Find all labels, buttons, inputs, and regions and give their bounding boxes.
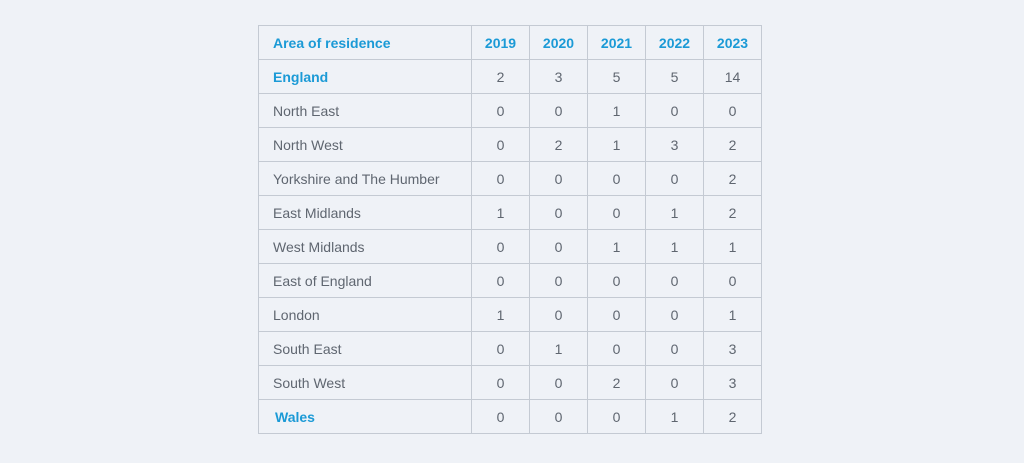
row-value-cell: 0 <box>587 399 646 434</box>
row-value-cell: 2 <box>703 399 762 434</box>
table-row: East Midlands 1 0 0 1 2 <box>258 195 762 230</box>
row-value-cell: 0 <box>703 93 762 128</box>
header-year-2021: 2021 <box>587 25 646 60</box>
row-area-label: London <box>258 297 472 332</box>
row-value-cell: 1 <box>645 195 704 230</box>
row-value-cell: 0 <box>529 229 588 264</box>
row-area-label: South East <box>258 331 472 366</box>
table-row: North East 0 0 1 0 0 <box>258 93 762 128</box>
row-value-cell: 0 <box>587 331 646 366</box>
row-value-cell: 0 <box>529 195 588 230</box>
row-value-cell: 0 <box>529 365 588 400</box>
row-value-cell: 0 <box>587 195 646 230</box>
row-value-cell: 0 <box>645 331 704 366</box>
table-row: South East 0 1 0 0 3 <box>258 331 762 366</box>
row-value-cell: 2 <box>703 195 762 230</box>
row-value-cell: 5 <box>587 59 646 94</box>
row-value-cell: 0 <box>471 263 530 298</box>
table-row: East of England 0 0 0 0 0 <box>258 263 762 298</box>
row-area-label: North West <box>258 127 472 162</box>
row-value-cell: 0 <box>645 93 704 128</box>
row-value-cell: 0 <box>529 93 588 128</box>
header-area: Area of residence <box>258 25 472 60</box>
table-row: Yorkshire and The Humber 0 0 0 0 2 <box>258 161 762 196</box>
table-row: North West 0 2 1 3 2 <box>258 127 762 162</box>
header-year-2022: 2022 <box>645 25 704 60</box>
row-area-label: East of England <box>258 263 472 298</box>
row-value-cell: 0 <box>645 263 704 298</box>
row-area-label: England <box>258 59 472 94</box>
row-value-cell: 0 <box>645 161 704 196</box>
row-value-cell: 0 <box>471 229 530 264</box>
row-value-cell: 0 <box>529 297 588 332</box>
row-value-cell: 5 <box>645 59 704 94</box>
row-value-cell: 1 <box>587 127 646 162</box>
row-value-cell: 0 <box>471 127 530 162</box>
table-row: West Midlands 0 0 1 1 1 <box>258 229 762 264</box>
row-value-cell: 0 <box>703 263 762 298</box>
row-value-cell: 0 <box>471 161 530 196</box>
row-value-cell: 0 <box>471 331 530 366</box>
residence-table: Area of residence 2019 2020 2021 2022 20… <box>258 25 762 434</box>
row-value-cell: 0 <box>529 399 588 434</box>
row-value-cell: 0 <box>471 93 530 128</box>
row-value-cell: 1 <box>587 229 646 264</box>
row-value-cell: 1 <box>703 229 762 264</box>
row-value-cell: 0 <box>587 161 646 196</box>
residence-table-container: Area of residence 2019 2020 2021 2022 20… <box>258 25 762 434</box>
row-value-cell: 0 <box>587 297 646 332</box>
table-row: South West 0 0 2 0 3 <box>258 365 762 400</box>
row-value-cell: 0 <box>645 297 704 332</box>
row-value-cell: 0 <box>587 263 646 298</box>
row-value-cell: 0 <box>471 365 530 400</box>
row-area-label: West Midlands <box>258 229 472 264</box>
row-value-cell: 3 <box>703 365 762 400</box>
table-row: London 1 0 0 0 1 <box>258 297 762 332</box>
row-area-label: South West <box>258 365 472 400</box>
header-year-2019: 2019 <box>471 25 530 60</box>
row-value-cell: 1 <box>587 93 646 128</box>
row-value-cell: 0 <box>529 161 588 196</box>
row-value-cell: 1 <box>645 229 704 264</box>
table-row: England 2 3 5 5 14 <box>258 59 762 94</box>
row-value-cell: 1 <box>645 399 704 434</box>
table-header-row: Area of residence 2019 2020 2021 2022 20… <box>258 25 762 60</box>
row-value-cell: 1 <box>703 297 762 332</box>
row-value-cell: 0 <box>471 399 530 434</box>
row-area-label: East Midlands <box>258 195 472 230</box>
row-value-cell: 3 <box>645 127 704 162</box>
row-value-cell: 3 <box>529 59 588 94</box>
row-value-cell: 2 <box>703 161 762 196</box>
row-value-cell: 3 <box>703 331 762 366</box>
row-value-cell: 1 <box>471 297 530 332</box>
row-value-cell: 14 <box>703 59 762 94</box>
header-year-2020: 2020 <box>529 25 588 60</box>
row-area-label: Wales <box>258 399 472 434</box>
header-year-2023: 2023 <box>703 25 762 60</box>
row-value-cell: 0 <box>645 365 704 400</box>
row-value-cell: 2 <box>529 127 588 162</box>
row-area-label: North East <box>258 93 472 128</box>
row-value-cell: 0 <box>529 263 588 298</box>
row-value-cell: 2 <box>471 59 530 94</box>
row-value-cell: 1 <box>471 195 530 230</box>
table-row: Wales 0 0 0 1 2 <box>258 399 762 434</box>
row-value-cell: 2 <box>587 365 646 400</box>
row-area-label: Yorkshire and The Humber <box>258 161 472 196</box>
row-value-cell: 2 <box>703 127 762 162</box>
row-value-cell: 1 <box>529 331 588 366</box>
